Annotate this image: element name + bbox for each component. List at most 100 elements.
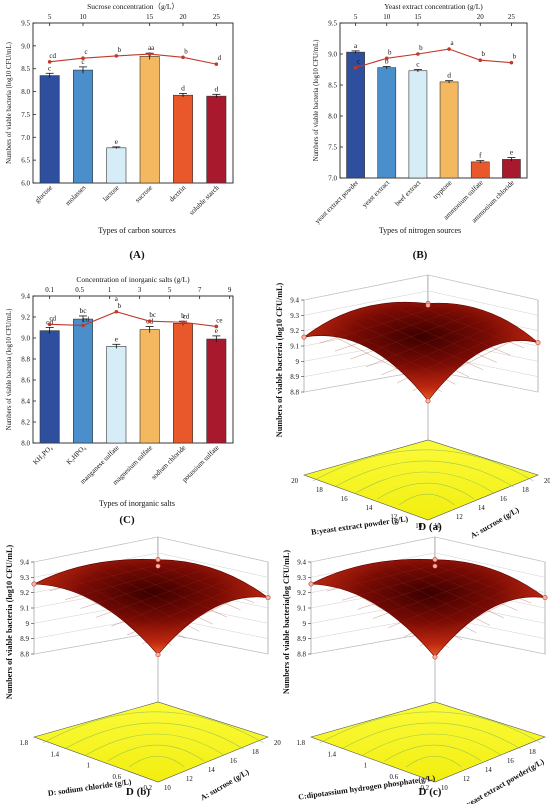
left-axis-tick-label: 1.4 <box>328 751 337 758</box>
contour-floor <box>33 701 269 783</box>
contour-line <box>129 756 185 768</box>
surface-mesh <box>403 585 518 637</box>
z-tick-label: 9 <box>303 620 307 628</box>
line-point <box>478 58 483 62</box>
panel-label: D (c) <box>419 786 442 798</box>
left-axis-tick-label: 0.6 <box>390 774 399 781</box>
design-point <box>308 581 314 587</box>
z-tick-label: 9 <box>26 620 30 628</box>
z-tick-label: 9.1 <box>20 605 29 613</box>
line-point <box>114 309 119 314</box>
contour-line <box>107 744 205 762</box>
y-tick-label: 7.5 <box>21 111 30 119</box>
line-point <box>81 56 85 60</box>
z-tick-label: 9.3 <box>297 574 306 582</box>
design-point <box>31 581 37 587</box>
bar <box>173 322 193 444</box>
right-axis-tick-label: 14 <box>485 767 492 774</box>
wall-gridline <box>303 274 539 301</box>
z-axis-label: Numbers of viable bacteria (log10 CFU/mL… <box>275 283 284 438</box>
wall-gridline <box>310 536 546 563</box>
bar <box>173 94 193 184</box>
right-axis-tick-label: 16 <box>507 758 514 765</box>
surface-mesh <box>412 334 525 392</box>
z-tick-label: 9.1 <box>290 343 299 351</box>
y-tick-label: 9.0 <box>328 51 337 59</box>
line-letter-label: b <box>388 48 392 56</box>
y-tick-label: 8.0 <box>21 88 30 96</box>
surface-mesh <box>80 570 200 609</box>
top-tick-label: 25 <box>508 13 516 21</box>
surface-mesh <box>365 316 484 370</box>
panel-label: (A) <box>129 249 145 261</box>
design-point <box>155 557 161 563</box>
top-tick-label: 9 <box>228 286 232 294</box>
line-series <box>355 48 512 69</box>
top-tick-label: 25 <box>213 13 221 21</box>
bar-chart-B: 7.0 7.5 8.0 8.5 9.0 9.5 5 10 15 20 25 Yeast extract… <box>313 2 528 261</box>
line-letter-label: c <box>84 48 87 56</box>
line-letter-label: c <box>357 58 360 66</box>
right-axis-tick-label: 12 <box>463 776 470 783</box>
right-axis-tick-label: 18 <box>252 749 259 756</box>
right-axis-tick-label: 20 <box>544 478 550 485</box>
x-tick-label: glucose <box>33 184 54 205</box>
left-axis-tick-label: 0.2 <box>144 785 153 792</box>
bar-letter-label: e <box>510 148 514 157</box>
bar-letter-label: e <box>115 334 119 343</box>
right-axis-tick-label: 12 <box>186 776 193 783</box>
y-tick-label: 8.5 <box>21 65 30 73</box>
y-axis-label: Numbers of viable bacteria (log10 CFU/mL… <box>6 42 13 164</box>
surface-mesh <box>319 305 442 344</box>
z-tick-label: 8.9 <box>20 635 29 643</box>
surface-mesh <box>381 324 497 376</box>
y-tick-label: 9.5 <box>21 20 30 28</box>
right-axis-tick-label: 14 <box>208 767 215 774</box>
bar <box>106 346 127 444</box>
line-letter-label: a <box>151 44 155 52</box>
left-axis-tick-label: 14 <box>366 505 373 512</box>
right-axis-tick-label: 10 <box>441 785 448 792</box>
z-tick-label: 9.4 <box>290 297 299 305</box>
surface-mesh <box>419 589 532 647</box>
z-tick-label: 9.4 <box>20 559 29 567</box>
surface-mesh <box>419 558 532 604</box>
contour-line <box>64 722 244 750</box>
surface-mesh <box>396 307 511 356</box>
surface-mesh <box>49 576 172 646</box>
bar-letter-label: a <box>148 43 152 52</box>
top-tick-label: 15 <box>146 13 154 21</box>
left-axis-tick-label: 20 <box>291 478 298 485</box>
x-tick-label: soluble starch <box>188 183 221 216</box>
bar-letter-label: bc <box>79 306 87 315</box>
right-axis-tick-label: 10 <box>164 785 171 792</box>
bar <box>346 51 365 179</box>
surface-mesh <box>142 558 255 603</box>
line-letter-label: d <box>218 54 222 62</box>
x-tick-label: dextrin <box>168 183 188 203</box>
contour-line <box>355 471 495 494</box>
top-tick-label: 0.1 <box>45 286 54 294</box>
bar <box>39 75 60 184</box>
surface-mesh <box>142 589 255 644</box>
x-tick-label: beef extract <box>393 179 422 208</box>
right-axis-tick-label: 16 <box>230 758 237 765</box>
y-tick-label: 7.0 <box>328 175 337 183</box>
y-tick-label: 8.8 <box>21 356 30 364</box>
contour-line <box>377 482 475 500</box>
line-point <box>353 65 358 70</box>
y-tick-label: 8.0 <box>21 440 30 448</box>
top-axis-label: Concentration of inorganic salts (g/L) <box>76 275 190 284</box>
line-letter-label: bc <box>149 311 156 319</box>
bar <box>408 70 428 179</box>
top-tick-label: 15 <box>414 13 422 21</box>
top-tick-label: 5 <box>168 286 172 294</box>
design-point <box>432 557 438 563</box>
bar-letter-label: c <box>81 57 85 66</box>
left-axis-tick-label: 10 <box>415 523 422 530</box>
surface-mesh <box>126 585 241 636</box>
left-axis-tick-label: 1.8 <box>20 740 29 747</box>
top-tick-label: 5 <box>354 13 358 21</box>
design-point <box>542 595 548 601</box>
